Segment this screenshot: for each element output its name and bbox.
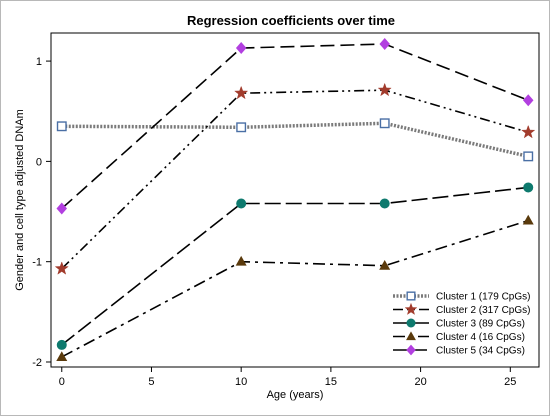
data-point-cluster-2: [54, 261, 69, 275]
x-tick-label: 5: [148, 376, 154, 388]
x-tick-label: 10: [235, 376, 247, 388]
y-axis-label: Gender and cell type adjusted DNAm: [14, 109, 26, 291]
data-point-cluster-5: [522, 94, 534, 107]
legend-marker: [406, 318, 416, 328]
data-point-cluster-2: [234, 85, 249, 100]
series-line-cluster-3: [61, 186, 529, 346]
series-layer: [54, 38, 536, 361]
series-line-cluster-5: [61, 43, 529, 210]
legend-label: Cluster 3 (89 CpGs): [436, 319, 525, 330]
y-tick-label: 0: [36, 156, 42, 168]
data-point-cluster-3: [523, 182, 534, 193]
data-point-cluster-4: [235, 255, 247, 266]
chart-title: Regression coefficients over time: [187, 13, 395, 28]
data-point-cluster-1: [56, 121, 67, 132]
data-point-cluster-3: [236, 198, 247, 209]
legend-label: Cluster 5 (34 CpGs): [436, 346, 525, 357]
legend-label: Cluster 4 (16 CpGs): [436, 332, 525, 343]
legend-label: Cluster 2 (317 CpGs): [436, 305, 530, 316]
data-point-cluster-2: [377, 82, 392, 97]
x-tick-label: 25: [504, 376, 516, 388]
legend-marker: [406, 331, 416, 341]
data-point-cluster-1: [523, 151, 534, 162]
plot-frame: [50, 32, 540, 368]
data-point-cluster-5: [235, 42, 247, 55]
legend: Cluster 1 (179 CpGs) Cluster 2 (317 CpGs)…: [393, 291, 530, 357]
y-axis: -2 -1 0 1: [32, 56, 51, 369]
y-tick-label: -1: [32, 257, 42, 269]
series-line-cluster-2: [61, 89, 529, 270]
data-point-cluster-4: [522, 214, 534, 225]
data-point-cluster-4: [379, 259, 391, 270]
data-point-cluster-3: [379, 198, 390, 209]
series-line-cluster-4: [61, 219, 529, 358]
series-cluster-1: [56, 118, 534, 162]
y-tick-label: 1: [36, 56, 42, 68]
legend-marker: [406, 344, 416, 356]
data-point-cluster-5: [56, 202, 68, 215]
series-cluster-2: [54, 82, 536, 275]
series-line-cluster-1: [61, 121, 529, 159]
data-point-cluster-1: [236, 122, 247, 133]
series-cluster-4: [56, 214, 534, 361]
series-cluster-3: [56, 182, 534, 350]
legend-marker: [404, 302, 418, 316]
data-point-cluster-1: [379, 118, 390, 129]
x-tick-label: 15: [325, 376, 337, 388]
legend-label: Cluster 1 (179 CpGs): [436, 292, 530, 303]
x-tick-label: 20: [414, 376, 426, 388]
x-axis-label: Age (years): [267, 389, 324, 401]
data-point-cluster-2: [521, 124, 536, 139]
x-tick-label: 0: [59, 376, 65, 388]
y-tick-label: -2: [32, 357, 42, 369]
data-point-cluster-3: [56, 339, 67, 350]
data-point-cluster-5: [379, 38, 390, 51]
legend-marker: [406, 291, 416, 301]
data-point-cluster-4: [56, 351, 68, 361]
series-cluster-5: [56, 38, 534, 215]
x-axis: 0 5 10 15 20 25: [59, 367, 516, 388]
